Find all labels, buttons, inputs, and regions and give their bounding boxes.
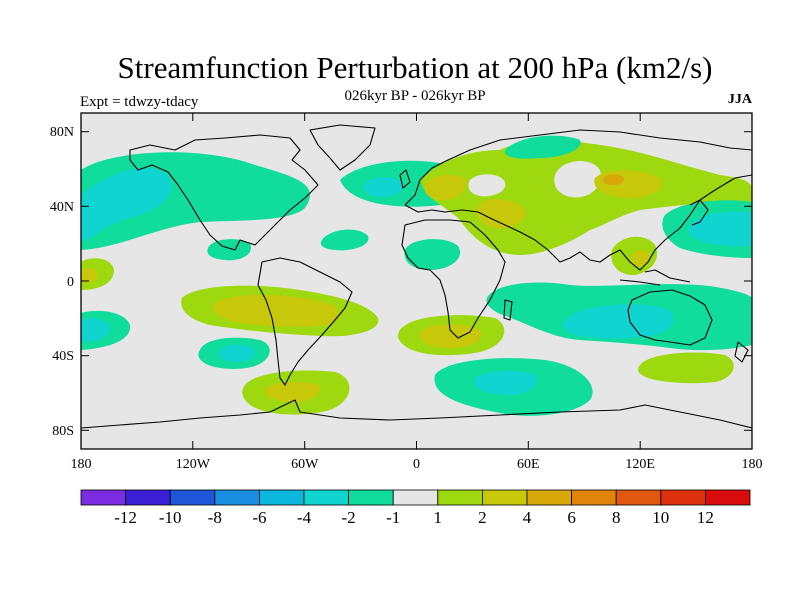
colorbar-swatch-2 xyxy=(169,489,216,506)
chart-title: Streamfunction Perturbation at 200 hPa (… xyxy=(117,50,713,85)
colorbar-label-10: 6 xyxy=(567,508,576,527)
colorbar-swatch-7 xyxy=(392,489,439,506)
colorbar-label-7: 1 xyxy=(434,508,443,527)
contour-eurasia-pos2a xyxy=(424,174,467,200)
coastline-uk xyxy=(399,169,411,189)
contour-arctic-neg xyxy=(504,135,581,159)
colorbar-swatch-13 xyxy=(660,489,706,506)
colorbar-swatch-10 xyxy=(526,489,572,506)
contour-fields xyxy=(81,135,752,416)
season-label: JJA xyxy=(727,92,752,107)
lat-ticks xyxy=(81,131,752,431)
contour-eq-atlantic-blob-neg xyxy=(404,239,461,270)
colorbar-label-1: -10 xyxy=(159,508,182,527)
colorbar-swatch-9 xyxy=(481,489,528,506)
coastline-japan xyxy=(689,199,709,226)
contour-caribbean-blob-neg xyxy=(207,239,251,261)
lat-label-40n: 40N xyxy=(50,200,74,215)
coastline-north-america xyxy=(129,134,319,251)
colorbar-label-2: -8 xyxy=(208,508,222,527)
coastline-new-zealand xyxy=(734,341,749,363)
colorbar-swatch-6 xyxy=(348,489,394,506)
chart-subtitle: 026kyr BP - 026kyr BP xyxy=(344,88,486,104)
contour-s-pacific-e-neg2 xyxy=(219,344,256,362)
contour-s-australia-pos xyxy=(638,352,734,384)
colorbar-label-0: -12 xyxy=(114,508,137,527)
contour-s-pacific-neg2 xyxy=(81,318,110,342)
lat-label-40s: 40S xyxy=(52,349,74,364)
contour-s-africa-neg2 xyxy=(474,370,537,395)
lat-label-80n: 80N xyxy=(50,125,74,140)
coastline-australia xyxy=(627,289,713,346)
colorbar-swatch-0 xyxy=(80,489,126,506)
lon-label-180w: 180 xyxy=(71,457,92,472)
lon-ticks xyxy=(192,113,641,449)
colorbar-label-9: 4 xyxy=(523,508,532,527)
colorbar-swatch-1 xyxy=(125,489,171,506)
coastline-eurasia xyxy=(404,129,752,271)
contour-s-ocean-pos2 xyxy=(264,382,321,403)
contour-atlantic-blob-neg xyxy=(320,229,369,251)
contour-n-pacific-neg2 xyxy=(81,167,172,242)
colorbar-label-12: 10 xyxy=(652,508,669,527)
contour-se-asia-pos2 xyxy=(630,249,651,267)
coastline-antarctica xyxy=(81,399,752,429)
contour-n-atlantic-neg2 xyxy=(363,177,403,198)
colorbar-label-4: -4 xyxy=(297,508,312,527)
colorbar: -12 -10 -8 -6 -4 -2 -1 1 2 4 6 8 10 12 xyxy=(80,489,751,527)
lon-label-120w: 120W xyxy=(176,457,211,472)
contour-nw-pacific-neg2 xyxy=(687,211,752,247)
contour-eurasia-gap2 xyxy=(468,174,506,197)
contour-eurasia-gap xyxy=(554,160,601,198)
coastline-madagascar xyxy=(503,299,513,321)
coastlines xyxy=(81,124,752,429)
contour-s-atlantic-pos2 xyxy=(419,324,482,348)
lon-label-60w: 60W xyxy=(291,457,319,472)
colorbar-swatch-12 xyxy=(615,489,662,506)
coastline-greenland xyxy=(309,124,376,171)
lat-label-80s: 80S xyxy=(52,424,74,439)
colorbar-label-3: -6 xyxy=(252,508,266,527)
colorbar-label-11: 8 xyxy=(612,508,621,527)
lat-label-0: 0 xyxy=(67,275,74,290)
contour-eurasia-pos2b xyxy=(476,198,526,229)
colorbar-swatch-4 xyxy=(258,489,305,506)
colorbar-label-6: -1 xyxy=(386,508,400,527)
coastline-africa xyxy=(401,219,506,339)
contour-se-pacific-pos2 xyxy=(213,294,340,327)
contour-s-indian-neg2 xyxy=(562,304,674,339)
colorbar-swatch-11 xyxy=(571,489,617,506)
colorbar-swatch-8 xyxy=(437,489,483,506)
lon-label-0: 0 xyxy=(413,457,420,472)
lon-label-120e: 120E xyxy=(625,457,655,472)
contour-asia-pos3 xyxy=(602,174,625,186)
colorbar-label-5: -2 xyxy=(342,508,356,527)
colorbar-swatch-5 xyxy=(303,489,349,506)
coastline-south-america xyxy=(257,257,353,386)
contour-pacific-west-pos2 xyxy=(81,267,98,283)
lon-label-60e: 60E xyxy=(517,457,540,472)
lon-label-180e: 180 xyxy=(742,457,763,472)
colorbar-label-8: 2 xyxy=(478,508,487,527)
colorbar-swatch-3 xyxy=(214,489,260,506)
colorbar-swatch-14 xyxy=(705,489,751,506)
colorbar-label-13: 12 xyxy=(697,508,714,527)
experiment-label: Expt = tdwzy-tdacy xyxy=(80,94,199,110)
coastline-indonesia xyxy=(619,269,691,286)
